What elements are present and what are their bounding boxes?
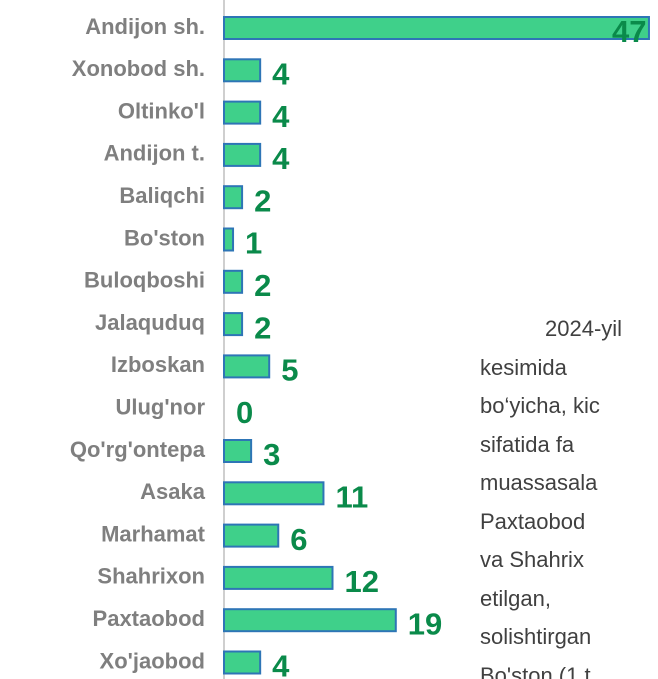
value-label: 4 [272,99,290,134]
value-label: 6 [290,522,307,557]
bar [223,58,262,83]
side-text: 2024-yil kesimida bo‘yicha, kic sifatida fa… [480,310,658,679]
category-label: Shahrixon [97,564,205,589]
side-text-line: etilgan, [480,585,551,611]
category-label: Jalaquduq [95,310,205,335]
value-label: 4 [272,141,290,176]
bar [223,439,253,463]
category-label: Izboskan [111,352,205,377]
bar [223,269,244,294]
side-text-line: 2024-yil [545,316,623,341]
bar [223,608,397,633]
category-label: Paxtaobod [93,606,205,631]
side-text-line: kesimida [480,354,567,380]
side-text-line: bo‘yicha, kic [480,393,600,418]
bar [223,565,334,590]
value-label: 2 [254,310,271,345]
category-label: Xo'jaobod [100,648,205,673]
value-label: 12 [345,564,379,599]
value-label: 5 [281,353,298,388]
category-label: Andijon sh. [85,14,205,39]
value-label: 19 [408,606,442,641]
side-text-line: va Shahrix [480,547,584,572]
value-label: 4 [272,56,290,91]
category-label: Buloqboshi [84,268,205,293]
category-label: Marhamat [101,521,206,546]
bar [223,650,262,675]
side-text-line: Paxtaobod [480,508,586,534]
category-label: Qo'rg'ontepa [70,437,206,462]
category-label: Andijon t. [104,141,205,166]
category-label: Bo'ston [124,225,205,250]
value-label: 47 [612,14,646,49]
bar [223,16,650,40]
bar [223,312,244,337]
bar [223,481,325,506]
category-label: Ulug'nor [115,395,205,420]
side-text-line: solishtirgan [480,624,592,649]
category-label: Asaka [140,479,206,504]
side-text-line: muassasala [480,470,598,495]
category-label: Baliqchi [119,183,205,208]
value-label: 1 [245,226,262,261]
value-label: 11 [335,479,368,514]
value-label: 4 [272,649,290,679]
value-label: 3 [263,437,280,472]
bar [223,100,262,125]
bar [223,354,271,379]
bar [223,523,280,548]
side-text-line: Bo'ston (1 t [480,662,591,679]
value-label: 0 [236,395,253,430]
bar [223,142,262,167]
category-label: Oltinko'l [118,98,205,123]
bar [223,185,244,210]
value-label: 2 [254,183,271,218]
value-label: 2 [254,268,271,303]
category-label: Xonobod sh. [72,56,205,81]
bar [223,227,235,252]
side-text-line: sifatida fa [480,431,575,457]
